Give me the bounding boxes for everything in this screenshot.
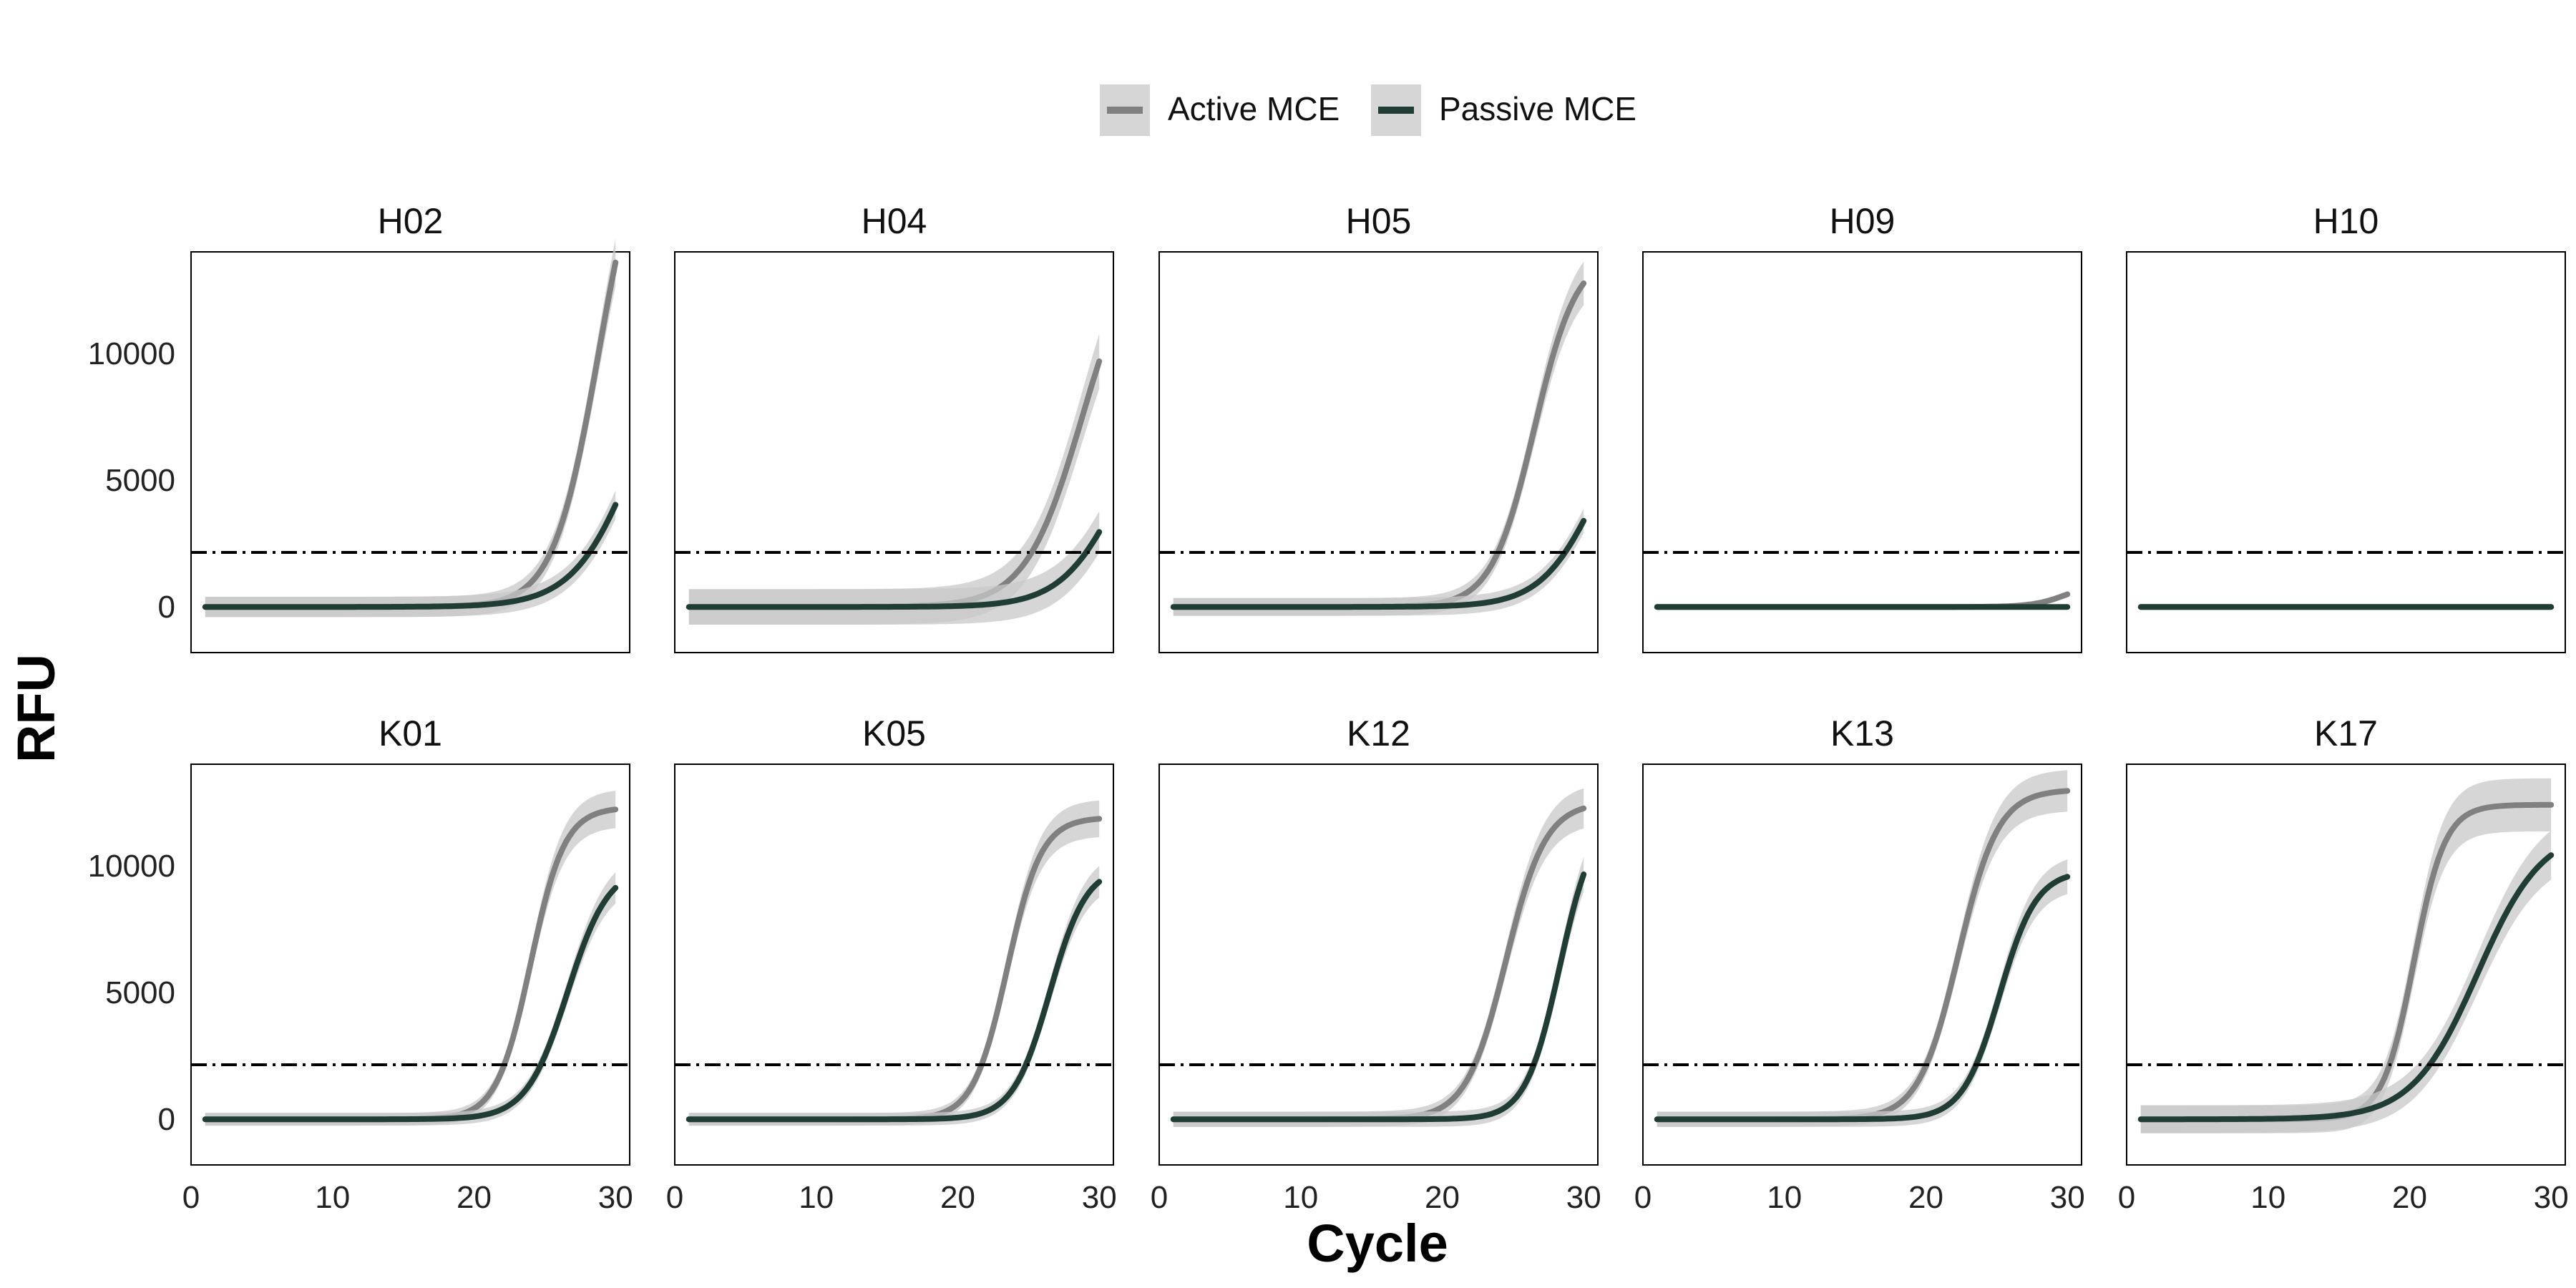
panel-frame — [1158, 251, 1599, 653]
y-tick-label: 10000 — [88, 849, 175, 884]
panel-h05: H05 — [1158, 201, 1599, 653]
x-tick-label: 20 — [457, 1180, 492, 1215]
legend-label-active: Active MCE — [1168, 90, 1340, 127]
x-tick-label: 20 — [2392, 1180, 2427, 1215]
y-tick-label: 0 — [158, 590, 175, 625]
x-tick-label: 0 — [1151, 1180, 1168, 1215]
panel-h04: H04 — [674, 201, 1114, 653]
panel-frame — [190, 251, 630, 653]
x-tick-label: 0 — [2118, 1180, 2135, 1215]
panel-title: H02 — [378, 201, 444, 241]
panel-title: K13 — [1830, 713, 1894, 753]
series-line-passive — [2137, 852, 2555, 1123]
panel-title: K05 — [862, 713, 926, 753]
panel-h09: H09 — [1642, 201, 2082, 653]
panel-title: H04 — [862, 201, 927, 241]
panel-frame — [1642, 251, 2082, 653]
x-axis-label: Cycle — [1307, 1214, 1448, 1273]
y-tick-label: 5000 — [105, 463, 175, 498]
legend-label-passive: Passive MCE — [1439, 90, 1636, 127]
x-tick-label: 10 — [1767, 1180, 1802, 1215]
x-tick-label: 30 — [2534, 1180, 2569, 1215]
panel-title: H10 — [2313, 201, 2379, 241]
x-tick-label: 30 — [1082, 1180, 1117, 1215]
panel-title: K01 — [379, 713, 442, 753]
panel-title: K17 — [2314, 713, 2378, 753]
x-tick-label: 30 — [1566, 1180, 1601, 1215]
series-line-passive — [686, 879, 1103, 1123]
panel-title: K12 — [1347, 713, 1410, 753]
y-axis-label: RFU — [6, 654, 66, 763]
panel-frame — [1642, 763, 2082, 1166]
panel-k05: K05 0 10 20 30 — [666, 713, 1117, 1215]
series-line-passive — [1170, 517, 1587, 610]
x-tick-label: 30 — [2050, 1180, 2085, 1215]
x-tick-label: 30 — [598, 1180, 633, 1215]
x-tick-label: 20 — [1425, 1180, 1460, 1215]
confidence-band-passive — [2140, 830, 2552, 1133]
series-line-passive — [686, 529, 1103, 610]
legend: Active MCE Passive MCE — [1100, 84, 1636, 136]
y-tick-label: 10000 — [88, 336, 175, 371]
confidence-band-active — [2140, 778, 2552, 1133]
panel-frame — [2126, 251, 2566, 653]
x-tick-label: 0 — [1634, 1180, 1652, 1215]
panel-k17: K17 0 10 20 30 — [2118, 713, 2569, 1215]
panel-frame — [2126, 763, 2566, 1166]
panel-h10: H10 — [2126, 201, 2566, 653]
x-tick-label: 10 — [315, 1180, 350, 1215]
series-line-passive — [1654, 874, 2071, 1123]
panel-title: H05 — [1346, 201, 1412, 241]
y-tick-label: 0 — [158, 1102, 175, 1137]
panel-h02: H02 0 5000 10000 — [88, 201, 630, 653]
x-tick-label: 20 — [940, 1180, 975, 1215]
panel-k12: K12 0 10 20 30 — [1151, 713, 1601, 1215]
x-tick-label: 0 — [182, 1180, 200, 1215]
panel-frame — [190, 763, 630, 1166]
x-tick-label: 10 — [1283, 1180, 1318, 1215]
x-tick-label: 10 — [2250, 1180, 2285, 1215]
y-tick-label: 5000 — [105, 975, 175, 1010]
series-line-passive — [202, 884, 619, 1123]
series-line-passive — [1170, 871, 1587, 1123]
series-line-passive — [202, 502, 619, 610]
x-tick-label: 20 — [1908, 1180, 1943, 1215]
panel-k01: K01 0 5000 10000 0 10 20 30 — [88, 713, 633, 1215]
panel-frame — [674, 251, 1114, 653]
panel-frame — [1158, 763, 1599, 1166]
panel-k13: K13 0 10 20 30 — [1634, 713, 2085, 1215]
panel-frame — [674, 763, 1114, 1166]
x-tick-label: 10 — [799, 1180, 834, 1215]
panel-title: H09 — [1830, 201, 1896, 241]
confidence-band-active — [1657, 770, 2068, 1127]
x-tick-label: 0 — [666, 1180, 683, 1215]
confidence-band-passive — [688, 511, 1100, 625]
